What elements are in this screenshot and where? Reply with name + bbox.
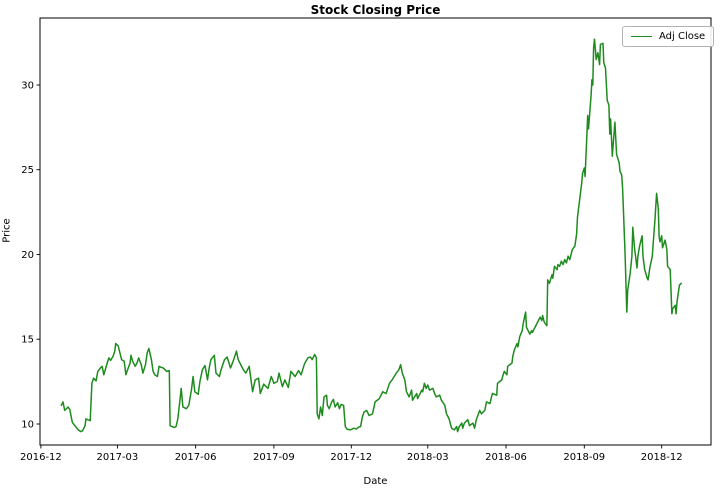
x-tick-label: 2016-12 [20, 452, 62, 463]
x-tick-label: 2017-06 [175, 452, 217, 463]
y-tick-label: 15 [21, 335, 34, 346]
legend: Adj Close [622, 26, 715, 47]
y-tick-label: 30 [21, 81, 34, 92]
price-line [60, 38, 682, 433]
x-tick-label: 2018-12 [641, 452, 683, 463]
legend-line-sample [631, 36, 652, 37]
chart-title: Stock Closing Price [310, 3, 441, 17]
x-tick-label: 2017-03 [97, 452, 139, 463]
x-tick-label: 2017-09 [253, 452, 295, 463]
y-tick-label: 25 [21, 165, 34, 176]
plot-area [39, 17, 712, 446]
y-tick-label: 10 [21, 420, 34, 431]
x-tick-label: 2018-06 [485, 452, 527, 463]
y-axis-label: Price [1, 218, 13, 243]
x-axis-label: Date [363, 476, 388, 487]
legend-entry-label: Adj Close [659, 31, 706, 42]
x-tick-label: 2017-12 [330, 452, 372, 463]
y-tick-label: 20 [21, 250, 34, 261]
x-tick-label: 2018-03 [407, 452, 449, 463]
x-tick-label: 2018-09 [563, 452, 605, 463]
